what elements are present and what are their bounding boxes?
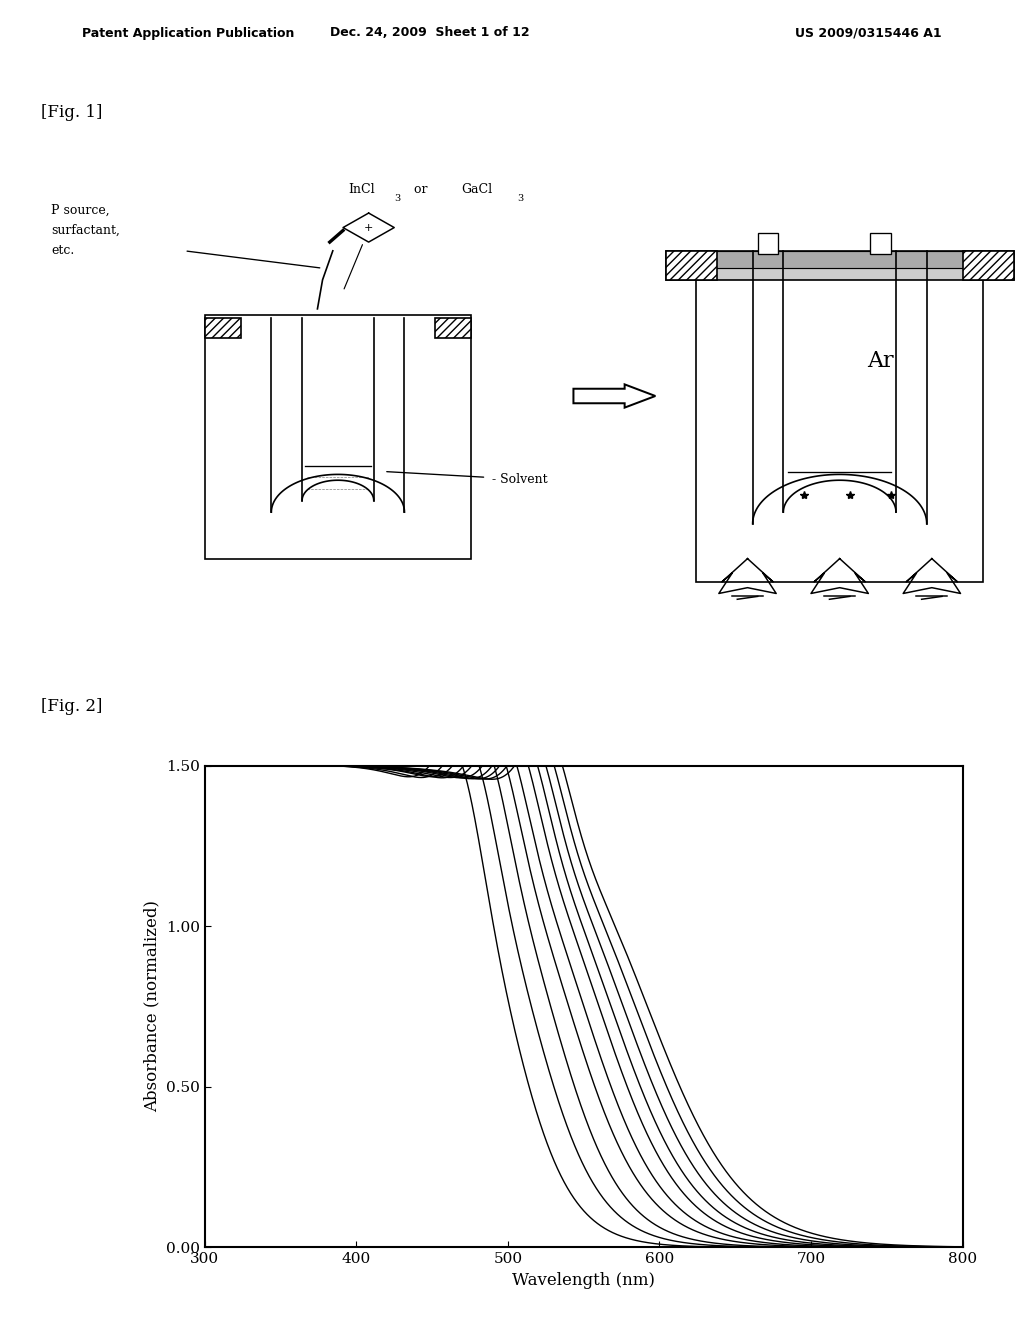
- Bar: [205, 318, 241, 338]
- Text: [Fig. 1]: [Fig. 1]: [41, 104, 102, 120]
- Bar: [758, 234, 778, 253]
- Bar: [696, 268, 983, 582]
- Bar: [870, 234, 891, 253]
- Text: US 2009/0315446 A1: US 2009/0315446 A1: [796, 26, 942, 40]
- Text: +: +: [364, 223, 374, 232]
- Text: InCl: InCl: [348, 182, 375, 195]
- Text: - Solvent: - Solvent: [492, 473, 547, 486]
- Bar: [205, 314, 471, 558]
- Text: etc.: etc.: [51, 244, 75, 257]
- FancyArrow shape: [573, 384, 655, 408]
- Bar: [666, 251, 1014, 280]
- Text: or: or: [410, 182, 431, 195]
- Bar: [963, 251, 1014, 280]
- Bar: [435, 318, 471, 338]
- Text: P source,: P source,: [51, 203, 110, 216]
- Text: [Fig. 2]: [Fig. 2]: [41, 698, 102, 714]
- Bar: [696, 251, 983, 268]
- Text: Patent Application Publication: Patent Application Publication: [82, 26, 294, 40]
- X-axis label: Wavelength (nm): Wavelength (nm): [512, 1271, 655, 1288]
- Y-axis label: Absorbance (normalized): Absorbance (normalized): [143, 900, 161, 1113]
- Text: Dec. 24, 2009  Sheet 1 of 12: Dec. 24, 2009 Sheet 1 of 12: [331, 26, 529, 40]
- Text: 3: 3: [394, 194, 400, 203]
- Bar: [666, 251, 717, 280]
- Text: GaCl: GaCl: [461, 182, 492, 195]
- Text: Ar: Ar: [867, 350, 894, 372]
- Text: 3: 3: [517, 194, 523, 203]
- Text: surfactant,: surfactant,: [51, 224, 120, 238]
